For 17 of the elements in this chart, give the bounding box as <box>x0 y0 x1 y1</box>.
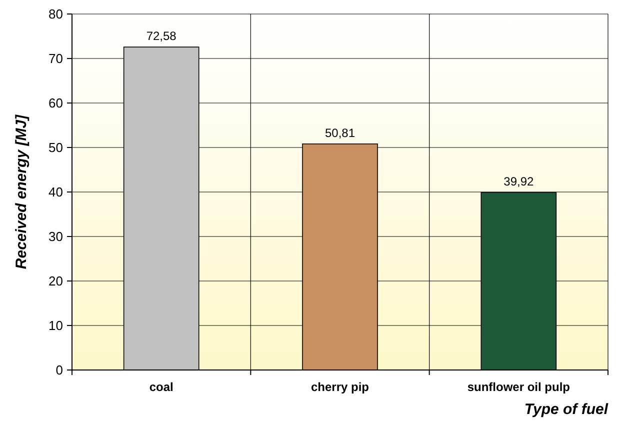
y-tick-label: 60 <box>48 96 63 111</box>
y-tick-label: 30 <box>48 229 63 244</box>
y-tick-label: 0 <box>56 362 63 378</box>
y-axis-title: Received energy [MJ] <box>13 114 30 270</box>
y-tick-label: 40 <box>48 184 63 200</box>
y-tick-label: 80 <box>48 6 63 22</box>
data-label: 39,92 <box>504 174 534 188</box>
y-tick-label: 10 <box>48 318 63 334</box>
x-tick-label: sunflower oil pulp <box>467 380 570 394</box>
data-label: 50,81 <box>324 126 356 140</box>
x-axis-title: Type of fuel <box>524 401 609 418</box>
data-label: 72,58 <box>146 29 177 44</box>
x-tick-label: coal <box>149 380 174 394</box>
y-tick-label: 70 <box>48 51 63 66</box>
x-tick-label: cherry pip <box>310 380 370 394</box>
y-tick-label: 20 <box>48 274 63 289</box>
y-tick-label: 50 <box>48 140 63 156</box>
